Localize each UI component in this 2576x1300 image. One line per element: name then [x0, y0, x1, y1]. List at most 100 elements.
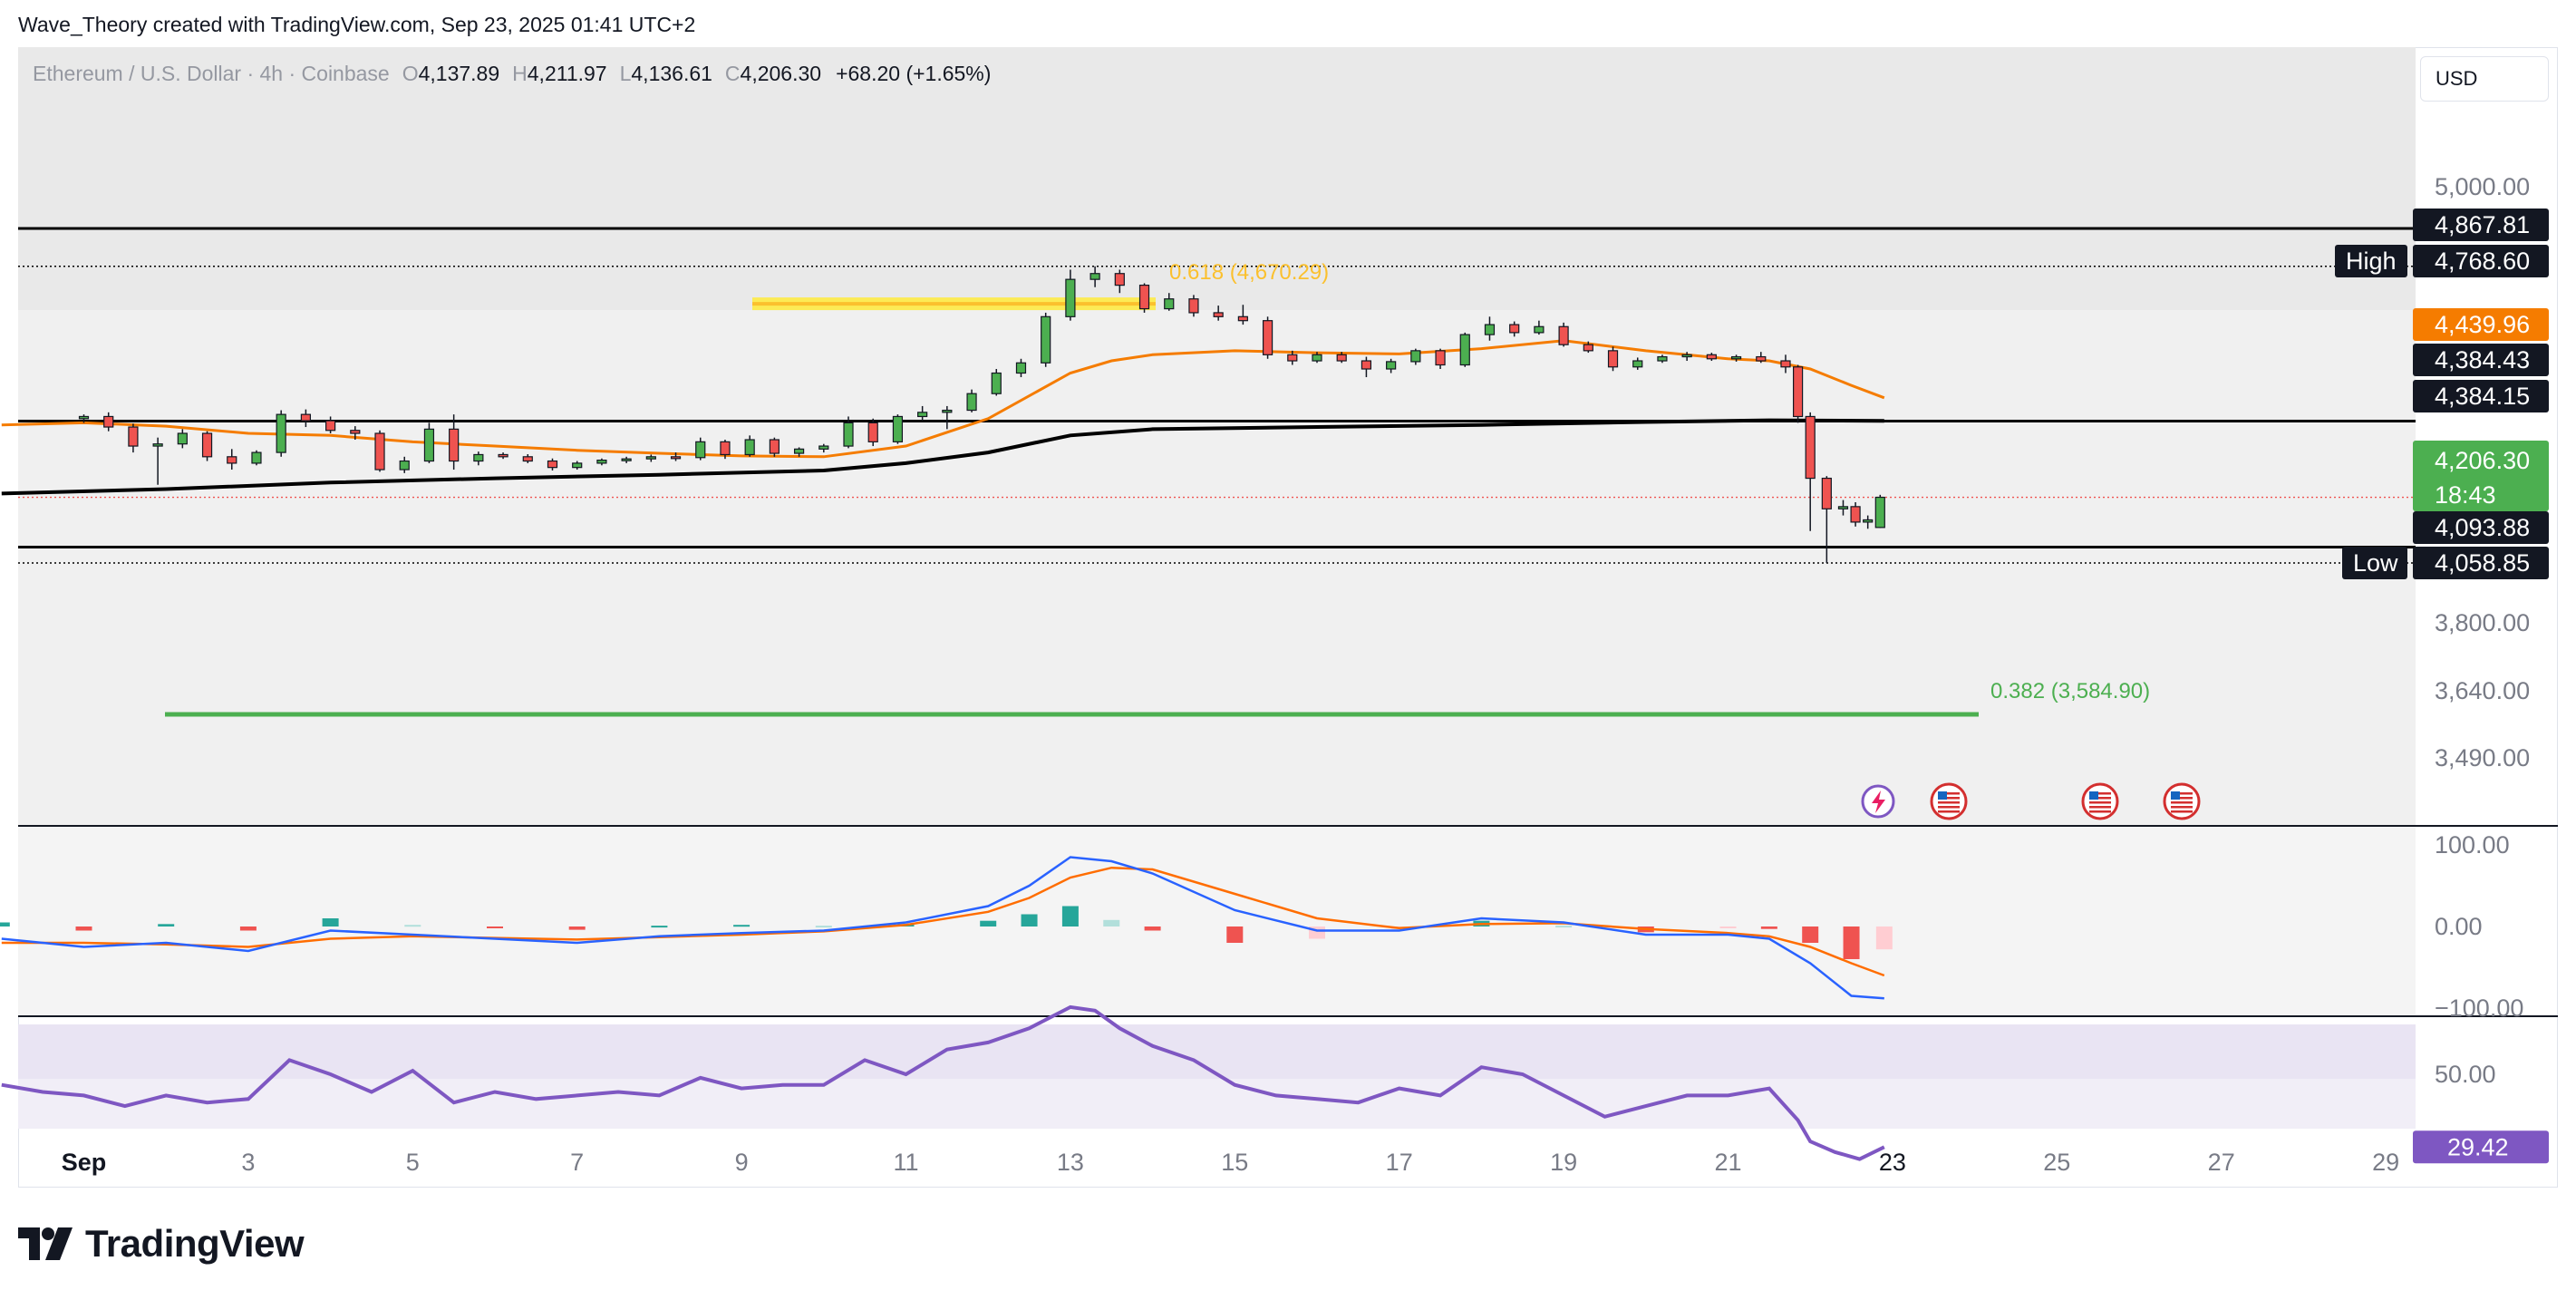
candle-body [300, 413, 311, 422]
candle-body [1164, 298, 1175, 310]
candle-body [1386, 361, 1397, 370]
macd-histogram-bar [1843, 926, 1860, 959]
macd-histogram-bar [1802, 926, 1819, 943]
candle-body [473, 453, 484, 462]
price-tag-countdown: 18:43 [2435, 481, 2496, 509]
candle-body [720, 441, 731, 456]
x-axis-tick: 25 [2043, 1149, 2070, 1176]
candle-body [1287, 354, 1298, 362]
candle-body [1837, 506, 1849, 509]
candle-body [744, 439, 755, 456]
candle-body [1138, 285, 1150, 310]
macd-line [1, 856, 1884, 1000]
candle-body [1657, 355, 1668, 362]
price-tag-label-box [2342, 547, 2407, 579]
macd-signal-line [1, 866, 1885, 977]
candle-body [1312, 354, 1322, 362]
flag-stripe-icon [2171, 797, 2193, 800]
fib-382-label: 0.382 (3,584.90) [1990, 679, 2150, 703]
macd-histogram-bar [1061, 906, 1079, 926]
high-label: H [512, 62, 528, 85]
candle-body [867, 422, 878, 442]
macd-histogram-bar [0, 922, 10, 926]
candle-body [1607, 350, 1619, 368]
candle-body [1681, 354, 1692, 358]
candle-body [1435, 350, 1446, 366]
candle-body [1336, 354, 1347, 362]
candle-body [645, 456, 656, 460]
macd-histogram-bar [322, 918, 339, 926]
candle-body [1706, 354, 1717, 360]
candle-body [942, 409, 953, 413]
candle-body [670, 456, 682, 460]
price-scale-tick: 3,800.00 [2435, 609, 2530, 636]
candle-body [325, 420, 336, 432]
macd-histogram-bar [568, 926, 586, 930]
macd-pane-bg [18, 827, 2416, 1015]
currency-button[interactable]: USD [2420, 56, 2549, 102]
candle-body [917, 412, 928, 418]
candle-body [374, 432, 385, 471]
close-value: 4,206.30 [740, 62, 822, 85]
x-axis-tick: Sep [62, 1149, 107, 1176]
ema-fast-line [1, 339, 1885, 459]
high-value: 4,211.97 [527, 62, 607, 85]
tradingview-brand[interactable]: TradingView [18, 1222, 305, 1266]
candle-body [350, 430, 361, 434]
x-axis-tick: 15 [1221, 1149, 1248, 1176]
price-tag [2413, 547, 2549, 579]
candle-body [1756, 355, 1767, 362]
flag-stripe-icon [2171, 801, 2193, 804]
symbol-legend: Ethereum / U.S. Dollar · 4h · Coinbase O4… [33, 62, 991, 86]
rsi-value-tag [2413, 1130, 2549, 1164]
price-tag-value: 4,058.85 [2435, 549, 2530, 577]
candle-body [843, 422, 854, 447]
x-axis-tick: 19 [1550, 1149, 1577, 1176]
macd-histogram-bar [1555, 926, 1573, 928]
price-tag-value: 4,093.88 [2435, 514, 2530, 541]
candle-body [201, 432, 213, 458]
symbol-name[interactable]: Ethereum / U.S. Dollar · 4h · Coinbase [33, 62, 390, 85]
low-value: 4,136.61 [631, 62, 712, 85]
flag-stripe-icon [2171, 810, 2193, 813]
candle-body [892, 415, 904, 442]
open-value: 4,137.89 [418, 62, 500, 85]
candle-body [423, 428, 435, 462]
candle-body [1850, 506, 1861, 523]
candle-body [1509, 324, 1520, 334]
candle-body [1558, 325, 1569, 345]
price-tag-value: 4,384.15 [2435, 383, 2530, 410]
price-tag [2413, 308, 2549, 341]
macd-histogram-bar [1021, 914, 1038, 926]
price-tag-value: 4,867.81 [2435, 211, 2530, 238]
rsi-scale-tick: 50.00 [2435, 1061, 2496, 1088]
candle-body [1262, 320, 1273, 355]
macd-histogram-bar [1226, 926, 1244, 943]
candle-body [1213, 312, 1224, 317]
candle-body [1583, 344, 1593, 352]
price-tag-value: 4,439.96 [2435, 311, 2530, 338]
flag-stripe-icon [2089, 810, 2111, 813]
price-tag-label: High [2346, 247, 2397, 275]
candle-body [1484, 324, 1496, 335]
candle-body [695, 441, 706, 459]
candle-body [1114, 273, 1125, 286]
candle-body [818, 445, 829, 450]
candle-body [1237, 315, 1248, 322]
candle-body [1361, 360, 1372, 370]
price-tag-label: Low [2353, 549, 2398, 577]
candle-body [596, 460, 607, 464]
candle-body [1089, 273, 1100, 280]
macd-histogram-bar [1144, 926, 1161, 931]
candle-body [1015, 362, 1027, 374]
candle-body [1863, 519, 1874, 523]
candle-body [78, 415, 90, 420]
x-axis-tick: 3 [241, 1149, 255, 1176]
chart-caption: Wave_Theory created with TradingView.com… [18, 13, 696, 36]
x-axis-tick: 27 [2208, 1149, 2235, 1176]
candle-body [251, 451, 262, 464]
price-tag [2413, 511, 2549, 544]
lightning-bolt-icon [1872, 791, 1885, 813]
candle-body [1780, 360, 1791, 368]
